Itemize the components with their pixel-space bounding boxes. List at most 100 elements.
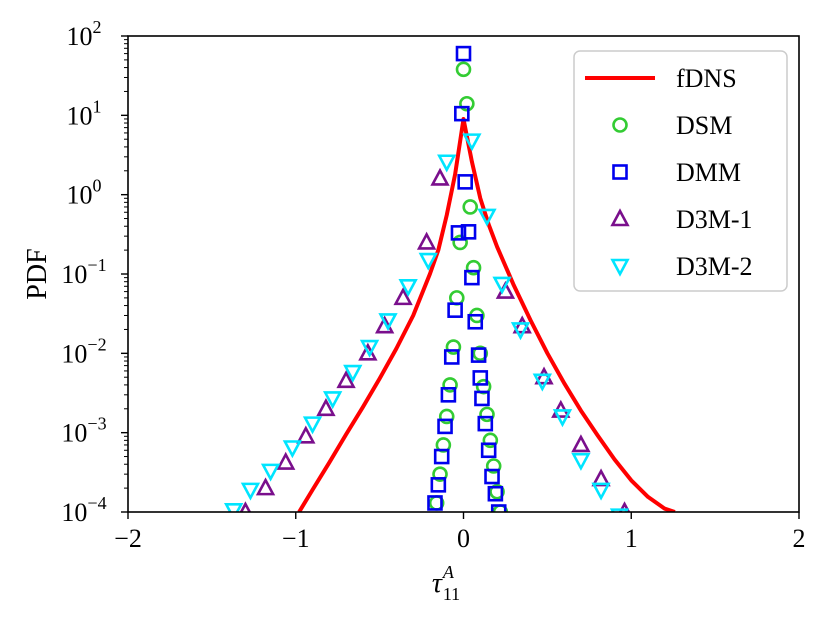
y-tick-label: 10−3 <box>61 414 106 448</box>
dmm-point <box>457 174 473 190</box>
dmm-point <box>490 504 507 512</box>
x-tick-label: −1 <box>282 524 310 553</box>
series-dmm <box>427 45 507 512</box>
d3m-2-point <box>437 154 457 173</box>
dsm-point <box>455 61 472 78</box>
legend-box <box>573 50 788 292</box>
d3m-2-point <box>510 322 531 341</box>
dsm-point <box>479 406 495 423</box>
d3m-2-point <box>492 276 512 295</box>
d3m-2-point <box>282 440 303 459</box>
dmm-point <box>454 105 470 122</box>
d3m-1-point <box>336 370 356 389</box>
d3m-2-point <box>571 452 591 471</box>
y-tick-label: 10−2 <box>61 334 106 368</box>
d3m-2-point <box>398 278 418 298</box>
y-tick-label: 101 <box>67 96 102 130</box>
x-tick-label: −2 <box>114 524 142 553</box>
dsm-point <box>432 466 448 482</box>
d3m-2-point <box>532 373 553 392</box>
d3m-2-point <box>418 252 438 271</box>
x-axis: −2 −1 0 1 2 <box>114 512 806 553</box>
dmm-point <box>467 313 484 330</box>
y-tick-label: 10−1 <box>61 255 106 289</box>
d3m-2-point <box>378 313 398 332</box>
dmm-point <box>433 448 450 465</box>
d3m-1-point <box>430 167 450 186</box>
series-fdns <box>297 117 676 512</box>
y-tick-label: 10−4 <box>61 493 106 527</box>
dmm-point <box>430 477 447 493</box>
series-layer <box>224 45 676 512</box>
dsm-point <box>489 483 505 500</box>
x-tick-label: 0 <box>457 524 470 553</box>
x-tick-label: 1 <box>625 524 638 553</box>
d3m-2-point <box>462 133 482 152</box>
y-axis-label: PDF <box>22 248 53 299</box>
fdns-line <box>297 117 676 512</box>
dmm-point <box>477 415 494 432</box>
y-axis: 10−4 10−3 10−2 10−1 100 101 102 <box>61 17 128 527</box>
dmm-point <box>474 390 490 407</box>
dmm-point <box>480 442 497 459</box>
dmm-point <box>455 45 472 62</box>
legend-label: D3M-2 <box>676 252 753 281</box>
d3m-2-point <box>260 463 281 482</box>
d3m-2-point <box>240 482 261 501</box>
dmm-point <box>464 269 480 286</box>
legend-label: D3M-1 <box>676 205 753 234</box>
dsm-point <box>452 234 468 251</box>
legend-swatch-d3m-1 <box>610 208 630 227</box>
legend-swatch-dmm <box>612 164 628 180</box>
legend-swatch-d3m-2 <box>610 258 630 277</box>
d3m-1-point <box>239 501 252 512</box>
d3m-1-point <box>393 287 413 306</box>
d3m-1-point <box>276 451 296 470</box>
d3m-2-point <box>552 409 573 428</box>
dmm-point <box>472 370 489 386</box>
legend: fDNS DSM DMM D3M-1 D3M-2 <box>573 50 788 292</box>
series-d3m-2 <box>224 133 630 512</box>
d3m-2-point <box>477 208 497 227</box>
d3m-2-point <box>302 416 323 435</box>
y-tick-label: 102 <box>67 17 102 51</box>
dmm-point <box>450 225 467 241</box>
d3m-2-point <box>609 508 630 512</box>
dsm-point <box>459 95 475 112</box>
legend-label: fDNS <box>676 64 737 93</box>
dsm-point <box>472 345 489 362</box>
x-axis-label: τA 11 <box>432 562 460 604</box>
dsm-point <box>485 458 502 474</box>
dmm-point <box>487 485 504 502</box>
dmm-point <box>443 349 460 365</box>
d3m-1-point <box>416 231 437 250</box>
dmm-point <box>437 418 453 435</box>
y-tick-label: 100 <box>67 176 102 210</box>
d3m-2-point <box>343 364 363 383</box>
dmm-point <box>447 302 463 318</box>
dmm-point <box>427 495 443 511</box>
d3m-1-point <box>296 425 316 444</box>
dsm-point <box>482 432 499 449</box>
legend-label: DMM <box>676 158 741 187</box>
legend-label: DSM <box>676 111 732 140</box>
d3m-1-point <box>316 398 336 417</box>
dsm-point <box>465 259 482 276</box>
dmm-point <box>484 468 500 485</box>
d3m-2-point <box>359 339 380 358</box>
d3m-1-point <box>571 434 591 453</box>
d3m-2-point <box>591 482 611 501</box>
legend-swatch-dsm <box>612 117 628 133</box>
dsm-point <box>442 377 458 393</box>
dsm-point <box>438 408 455 425</box>
dsm-point <box>445 339 462 355</box>
dmm-point <box>470 347 487 363</box>
dsm-point <box>435 437 452 453</box>
d3m-2-point <box>322 391 343 410</box>
dmm-point <box>440 387 457 403</box>
dsm-point <box>462 199 479 215</box>
d3m-1-point <box>618 501 631 512</box>
dmm-point <box>460 224 477 240</box>
x-tick-label: 2 <box>793 524 806 553</box>
